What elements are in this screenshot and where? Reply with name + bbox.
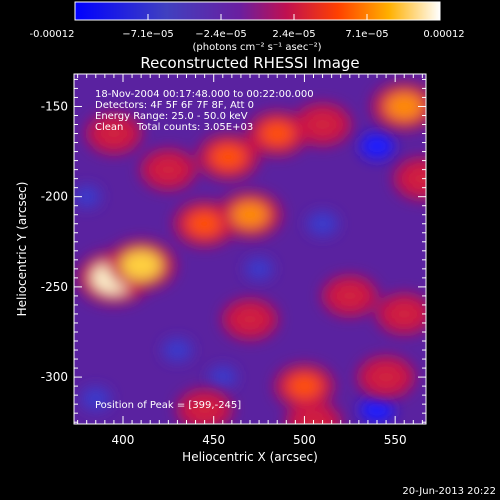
heatmap-low-region [306,211,339,236]
heatmap-low-region [162,338,193,362]
x-tick-label-550: 550 [384,433,407,447]
y-axis-label: Heliocentric Y (arcsec) [15,182,29,317]
heatmap-low-region [245,257,274,280]
colorbar-tick-label-4: 7.1e−05 [345,29,388,40]
heatmap-peak-core [287,373,322,399]
heatmap-low-region [208,366,237,389]
heatmap-peak-core [210,143,247,170]
annotation-detectors: Detectors: 4F 5F 6F 7F 8F, Att 0 [95,100,254,111]
heatmap-peak-core [369,365,403,390]
heatmap-peak-core [297,410,330,424]
annotation-energy: Energy Range: 25.0 - 50.0 keV [95,111,248,122]
colorbar: -0.00012 −7.1e−05 −2.4e−05 2.4e−05 7.1e−… [30,1,465,53]
x-tick-labels: 400 450 500 550 [112,433,407,447]
annotation-total-counts: Total counts: 3.05E+03 [136,122,253,133]
x-axis-label: Heliocentric X (arcsec) [182,450,318,464]
heatmap-peak-core [231,201,269,229]
heatmap-low-region [74,185,101,208]
y-tick-label--150: -150 [41,99,68,113]
colorbar-tick-label-0: -0.00012 [30,29,75,40]
heatmap-image [74,74,426,424]
annotation-clean: Clean [95,122,123,133]
annotation-peak: Position of Peak = [399,-245] [95,400,241,411]
axis-ticks [74,74,426,424]
y-tick-label--300: -300 [41,370,68,384]
x-tick-label-500: 500 [293,433,316,447]
heatmap-peak-core [188,398,221,422]
heatmap-low-region [80,387,111,411]
y-tick-labels: -150 -200 -250 -300 [41,99,68,384]
heatmap-peak-core [186,210,223,237]
heatmap-peak-core [385,92,424,121]
colorbar-gradient [74,1,441,21]
chart-title: Reconstructed RHESSI Image [140,54,359,72]
y-tick-label--200: -200 [41,190,68,204]
heatmap-peak-core [234,307,266,331]
heatmap-peak-core [120,250,162,281]
colorbar-tick-label-5: 0.00012 [423,29,464,40]
heatmap-peak-core [334,284,366,308]
heatmap-peak-core [152,158,185,182]
colorbar-tick-label-2: −2.4e−05 [195,29,247,40]
heatmap-peak-core [98,122,130,146]
heatmap-peak-core [306,112,339,137]
footer-timestamp: 20-Jun-2013 20:22 [402,486,496,497]
colorbar-unit-label: (photons cm⁻² s⁻¹ asec⁻²) [192,42,321,53]
y-tick-label--250: -250 [41,280,68,294]
colorbar-tick-label-1: −7.1e−05 [122,29,174,40]
heatmap-peak-core [405,166,426,191]
heatmap-low-region [359,396,395,423]
annotation-time: 18-Nov-2004 00:17:48.000 to 00:22:00.000 [95,89,314,100]
heatmap-peak-core [260,121,295,147]
heatmap-low-region [359,132,395,160]
x-tick-label-450: 450 [202,433,225,447]
colorbar-tick-label-3: 2.4e−05 [272,29,315,40]
colorbar-ticks [74,14,441,20]
annotation-block: 18-Nov-2004 00:17:48.000 to 00:22:00.000… [95,89,314,411]
x-tick-label-400: 400 [112,433,135,447]
heatmap-peak-core [388,302,420,326]
